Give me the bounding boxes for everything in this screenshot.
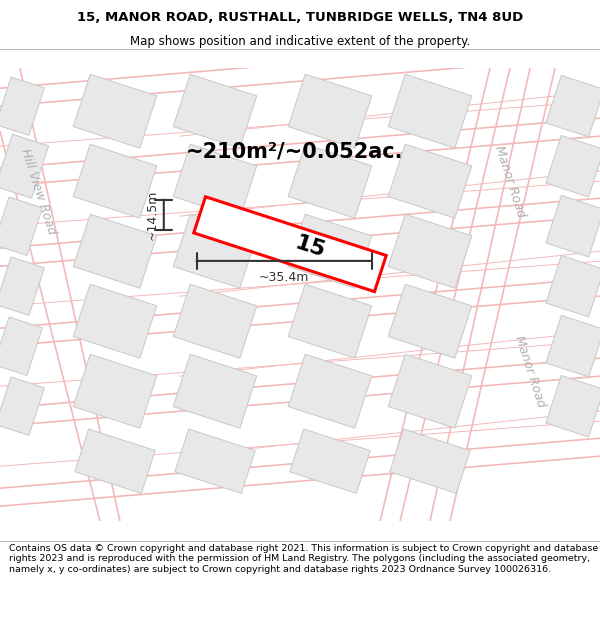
Text: Map shows position and indicative extent of the property.: Map shows position and indicative extent…: [130, 35, 470, 48]
Polygon shape: [173, 284, 257, 358]
Text: ~210m²/~0.052ac.: ~210m²/~0.052ac.: [186, 141, 404, 161]
Polygon shape: [546, 76, 600, 137]
Polygon shape: [546, 196, 600, 257]
Polygon shape: [0, 317, 43, 376]
Polygon shape: [173, 74, 257, 148]
Polygon shape: [73, 214, 157, 288]
Polygon shape: [0, 197, 43, 256]
Polygon shape: [388, 214, 472, 288]
Polygon shape: [73, 354, 157, 428]
Polygon shape: [546, 376, 600, 437]
Polygon shape: [0, 257, 44, 316]
Polygon shape: [288, 74, 372, 148]
Polygon shape: [288, 284, 372, 358]
Polygon shape: [546, 256, 600, 317]
Text: 15: 15: [292, 233, 328, 261]
Polygon shape: [288, 144, 372, 218]
Polygon shape: [288, 354, 372, 428]
Polygon shape: [194, 197, 386, 292]
Text: Manor Road: Manor Road: [492, 144, 528, 219]
Text: 15, MANOR ROAD, RUSTHALL, TUNBRIDGE WELLS, TN4 8UD: 15, MANOR ROAD, RUSTHALL, TUNBRIDGE WELL…: [77, 11, 523, 24]
Polygon shape: [73, 74, 157, 148]
Polygon shape: [390, 429, 470, 493]
Polygon shape: [0, 77, 44, 136]
Polygon shape: [73, 284, 157, 358]
Polygon shape: [173, 214, 257, 288]
Text: ~35.4m: ~35.4m: [259, 271, 310, 284]
Polygon shape: [388, 354, 472, 428]
Polygon shape: [388, 284, 472, 358]
Polygon shape: [0, 134, 49, 198]
Polygon shape: [175, 429, 255, 493]
Polygon shape: [388, 74, 472, 148]
Polygon shape: [73, 144, 157, 218]
Text: ~14.5m: ~14.5m: [146, 189, 159, 240]
Polygon shape: [546, 136, 600, 197]
Polygon shape: [288, 214, 372, 288]
Text: Manor Road: Manor Road: [512, 334, 548, 409]
Polygon shape: [173, 354, 257, 428]
Text: Contains OS data © Crown copyright and database right 2021. This information is : Contains OS data © Crown copyright and d…: [9, 544, 598, 574]
Polygon shape: [75, 429, 155, 493]
Polygon shape: [0, 377, 44, 436]
Polygon shape: [388, 144, 472, 218]
Polygon shape: [173, 144, 257, 218]
Text: Hill View Road: Hill View Road: [18, 146, 58, 236]
Polygon shape: [546, 316, 600, 377]
Polygon shape: [290, 429, 370, 493]
